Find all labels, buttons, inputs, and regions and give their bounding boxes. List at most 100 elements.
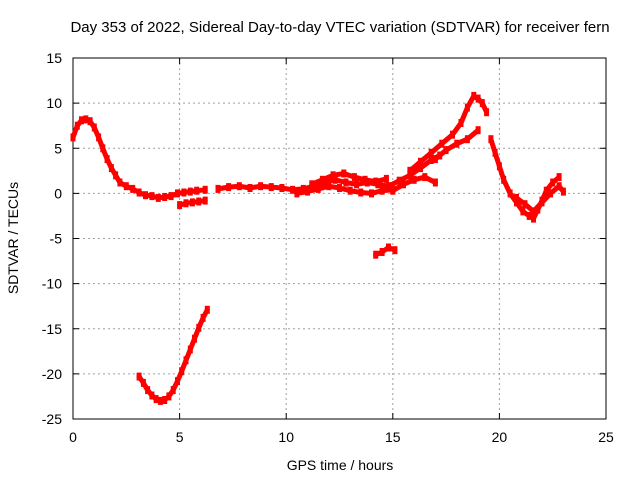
data-point (396, 176, 402, 185)
data-point (100, 144, 106, 153)
data-point (157, 396, 163, 405)
data-point (401, 180, 406, 189)
data-point (108, 164, 114, 173)
data-point (179, 367, 185, 376)
data-point (258, 182, 264, 191)
y-ticks: 15 10 5 0 -5 -10 -15 -20 -25 (42, 50, 606, 427)
data-point (341, 169, 347, 178)
data-point (464, 103, 470, 112)
x-tick-label: 25 (598, 429, 614, 445)
data-point (432, 178, 438, 187)
data-point (187, 345, 193, 354)
data-point (454, 139, 460, 148)
y-axis-label: SDTVAR / TECUs (5, 182, 21, 294)
data-point (369, 189, 374, 198)
data-point (96, 133, 102, 142)
data-point (407, 171, 413, 180)
series-layer (70, 91, 566, 405)
series-arc-low-2 (373, 245, 398, 258)
y-tick-label: 5 (54, 140, 62, 156)
data-point (556, 182, 562, 191)
data-point (422, 173, 428, 182)
data-point (560, 187, 566, 196)
data-point (196, 323, 202, 332)
data-point (309, 180, 315, 189)
data-point (548, 189, 554, 198)
data-point (143, 191, 148, 200)
x-tick-label: 5 (176, 429, 184, 445)
data-point (418, 164, 423, 173)
data-point (136, 188, 142, 197)
data-point (175, 189, 180, 198)
data-point (136, 372, 142, 381)
data-point (117, 178, 123, 187)
x-tick-label: 20 (492, 429, 508, 445)
y-tick-label: -15 (42, 321, 62, 337)
data-point (194, 186, 200, 195)
data-point (507, 189, 513, 198)
data-point (74, 121, 80, 130)
x-axis-label: GPS time / hours (287, 457, 394, 473)
data-point (319, 175, 325, 184)
data-point (215, 184, 221, 193)
data-point (475, 94, 481, 103)
x-tick-label: 10 (278, 429, 294, 445)
data-point (496, 162, 502, 171)
y-tick-label: -5 (50, 231, 63, 247)
data-point (162, 193, 168, 201)
data-point (514, 198, 519, 207)
data-point (386, 182, 391, 191)
data-point (83, 115, 89, 124)
data-point (458, 119, 464, 127)
data-point (183, 356, 189, 365)
data-point (226, 183, 232, 192)
data-point (170, 386, 176, 395)
data-point (354, 180, 360, 189)
data-point (268, 183, 274, 192)
data-point (358, 188, 364, 197)
data-point (236, 182, 242, 191)
data-point (177, 201, 183, 210)
data-point (501, 175, 507, 184)
data-point (315, 184, 321, 193)
data-point (351, 173, 357, 182)
data-point (140, 378, 146, 387)
data-point (330, 171, 336, 180)
data-point (411, 175, 417, 184)
data-point (373, 177, 379, 186)
data-point (79, 116, 84, 125)
data-point (479, 99, 485, 108)
series-arc-mid-1 (215, 153, 443, 193)
data-point (362, 175, 368, 184)
data-point (181, 188, 187, 197)
data-point (70, 133, 76, 142)
data-point (343, 178, 349, 187)
data-point (407, 166, 413, 175)
data-point (247, 184, 253, 192)
data-point (432, 155, 438, 164)
data-point (428, 148, 434, 157)
data-point (379, 186, 385, 195)
data-point (543, 186, 549, 195)
data-point (443, 146, 449, 155)
data-point (175, 377, 180, 386)
data-point (475, 126, 481, 135)
data-point (104, 155, 110, 164)
x-tick-label: 0 (69, 429, 77, 445)
data-point (386, 243, 391, 252)
chart-title: Day 353 of 2022, Sidereal Day-to-day VTE… (70, 19, 609, 36)
data-point (149, 192, 155, 201)
data-point (439, 139, 445, 148)
data-point (155, 193, 161, 202)
y-tick-label: 0 (54, 185, 62, 201)
data-point (522, 200, 528, 209)
data-point (326, 182, 332, 191)
data-point (130, 184, 136, 193)
data-point (123, 182, 129, 191)
data-point (418, 157, 423, 166)
data-point (294, 189, 300, 198)
data-point (450, 130, 455, 139)
y-tick-label: 10 (46, 95, 62, 111)
y-tick-label: 15 (46, 50, 62, 66)
data-point (202, 185, 208, 194)
